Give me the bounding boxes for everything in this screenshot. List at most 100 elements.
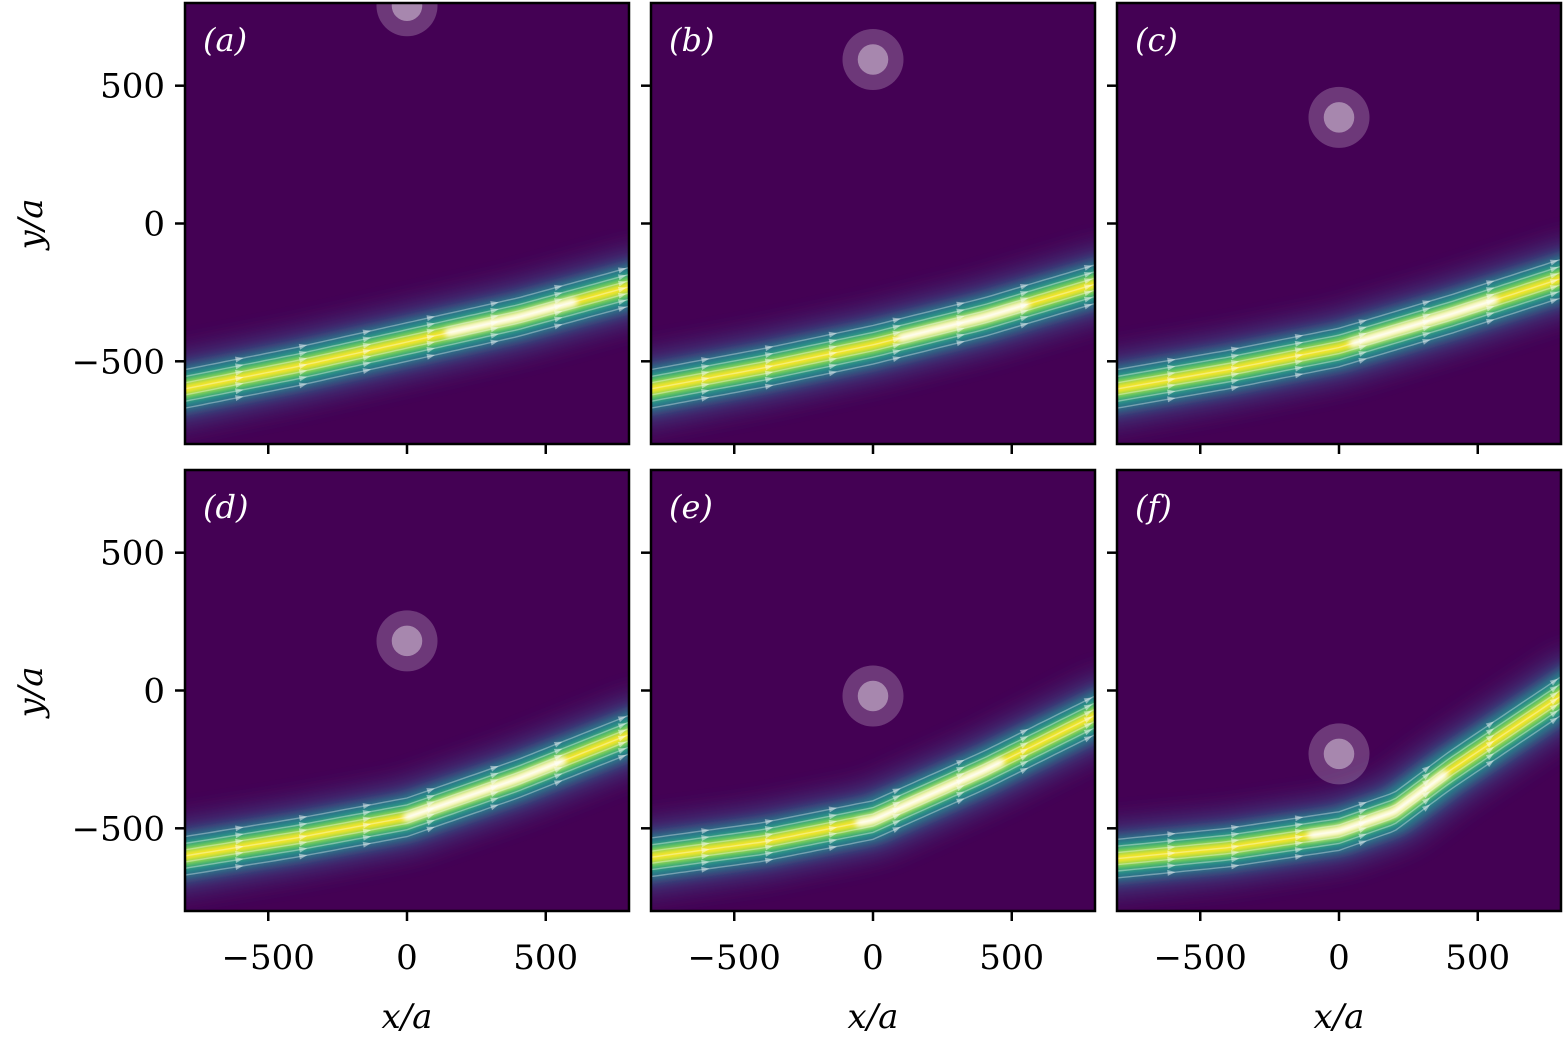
streamline-arrow (1485, 287, 1495, 293)
streamline-arrow (617, 754, 627, 761)
streamline-arrow (235, 857, 244, 864)
streamline-arrow (553, 761, 563, 767)
streamline (1117, 682, 1561, 847)
streamline-arrow (892, 349, 901, 356)
panel-grid: (a) −500 0 500 (b) (c) (d) −500 0 500 −500 0 500 (e) −… (72, 1, 1563, 978)
obstacle-halo (842, 28, 904, 91)
streamline-arrow (701, 388, 710, 395)
streamline-arrow (764, 370, 774, 377)
streamline (1117, 675, 1561, 841)
streamline (1117, 714, 1561, 879)
streamline-arrow (1167, 396, 1176, 403)
y-tick-label: −500 (72, 809, 165, 849)
streamline-arrow (426, 788, 435, 794)
streamline-arrow (362, 822, 372, 829)
streamline-arrow (490, 332, 499, 339)
streamline-arrow (1167, 364, 1176, 371)
streamline-arrow (1019, 754, 1029, 761)
streamline-arrow (892, 317, 901, 324)
streamline-arrow (1294, 828, 1304, 835)
streamline (651, 695, 1095, 839)
streamline-arrow (1358, 338, 1367, 345)
streamline-arrow (764, 364, 774, 371)
streamline-arrow (1422, 325, 1431, 332)
streamline-arrow (1019, 742, 1029, 749)
streamline-arrow (426, 353, 435, 360)
streamline-arrow (426, 826, 435, 833)
streamline-arrow (298, 853, 308, 860)
x-tick-label: 500 (1445, 938, 1510, 978)
streamline-arrow (426, 322, 435, 329)
heatmap-field (651, 665, 1095, 888)
streamline-arrow (1167, 371, 1176, 378)
streamline-arrow (1549, 698, 1558, 705)
y-axis-label-row2: y/a (11, 667, 51, 720)
streamline (185, 753, 629, 876)
streamline-arrow (701, 841, 710, 848)
streamline-arrow (426, 819, 435, 826)
streamline-arrow (701, 370, 710, 377)
streamline-arrow (617, 299, 627, 306)
panel-d: (d) −500 0 500 −500 0 500 (72, 468, 631, 978)
streamline-arrow (1421, 797, 1431, 805)
streamline-arrow (1294, 353, 1304, 360)
streamline-arrow (298, 343, 308, 350)
panel-label: (b) (669, 21, 714, 59)
streamline-arrow (1167, 383, 1176, 390)
panel-b: (b) (641, 1, 1097, 454)
streamline-arrow (298, 840, 308, 847)
streamline-arrow (1083, 265, 1093, 271)
x-tick-label: −500 (222, 938, 315, 978)
streamline-arrow (1358, 344, 1367, 351)
streamline-arrow (1421, 779, 1431, 787)
heatmap-field (185, 3, 629, 420)
streamline-arrow (1083, 271, 1093, 278)
streamline-arrow (1294, 359, 1304, 366)
streamline (1117, 689, 1561, 854)
streamline (185, 739, 629, 863)
streamline-arrow (1358, 801, 1367, 808)
streamline-arrow (892, 813, 901, 820)
y-tick-label: 0 (143, 205, 165, 245)
panel-label: (f) (1135, 488, 1172, 526)
streamline-arrow (298, 375, 308, 382)
streamline-arrow (1358, 357, 1367, 364)
streamline (651, 264, 1095, 371)
x-tick-label: 0 (396, 938, 418, 978)
streamline-arrow (298, 834, 308, 841)
streamline-arrow (1549, 291, 1559, 298)
streamline-arrow (553, 304, 563, 311)
streamline (1117, 707, 1561, 872)
streamline-arrow (553, 767, 563, 773)
streamline-arrow (426, 795, 435, 801)
streamline-arrow (828, 813, 838, 820)
streamline-arrow (701, 395, 710, 402)
panel-label: (a) (203, 21, 247, 59)
streamline-arrow (1230, 831, 1240, 838)
streamline-arrow (426, 315, 435, 322)
streamline-arrow (1421, 804, 1431, 812)
streamline-arrow (956, 791, 965, 798)
streamline-arrow (956, 773, 965, 780)
beam-peak (855, 758, 1005, 827)
streamline-arrow (764, 844, 774, 851)
streamline-arrow (1230, 824, 1240, 831)
streamline-arrow (956, 308, 965, 315)
streamline-arrow (553, 780, 563, 787)
streamline-arrow (235, 381, 244, 388)
streamline-arrow (553, 754, 563, 761)
streamline-arrow (1358, 827, 1367, 833)
streamline-arrow (1358, 821, 1367, 827)
streamline-arrow (764, 345, 774, 352)
streamline-arrow (1358, 815, 1367, 821)
obstacle-disk (1323, 102, 1355, 133)
streamline-arrow (1294, 815, 1304, 822)
streamline-arrow (1294, 847, 1304, 854)
streamline (1117, 297, 1561, 409)
streamline (185, 733, 629, 857)
streamline (651, 733, 1095, 878)
streamline-arrow (235, 864, 244, 870)
streamline (185, 727, 629, 851)
streamline-arrow (701, 866, 710, 873)
